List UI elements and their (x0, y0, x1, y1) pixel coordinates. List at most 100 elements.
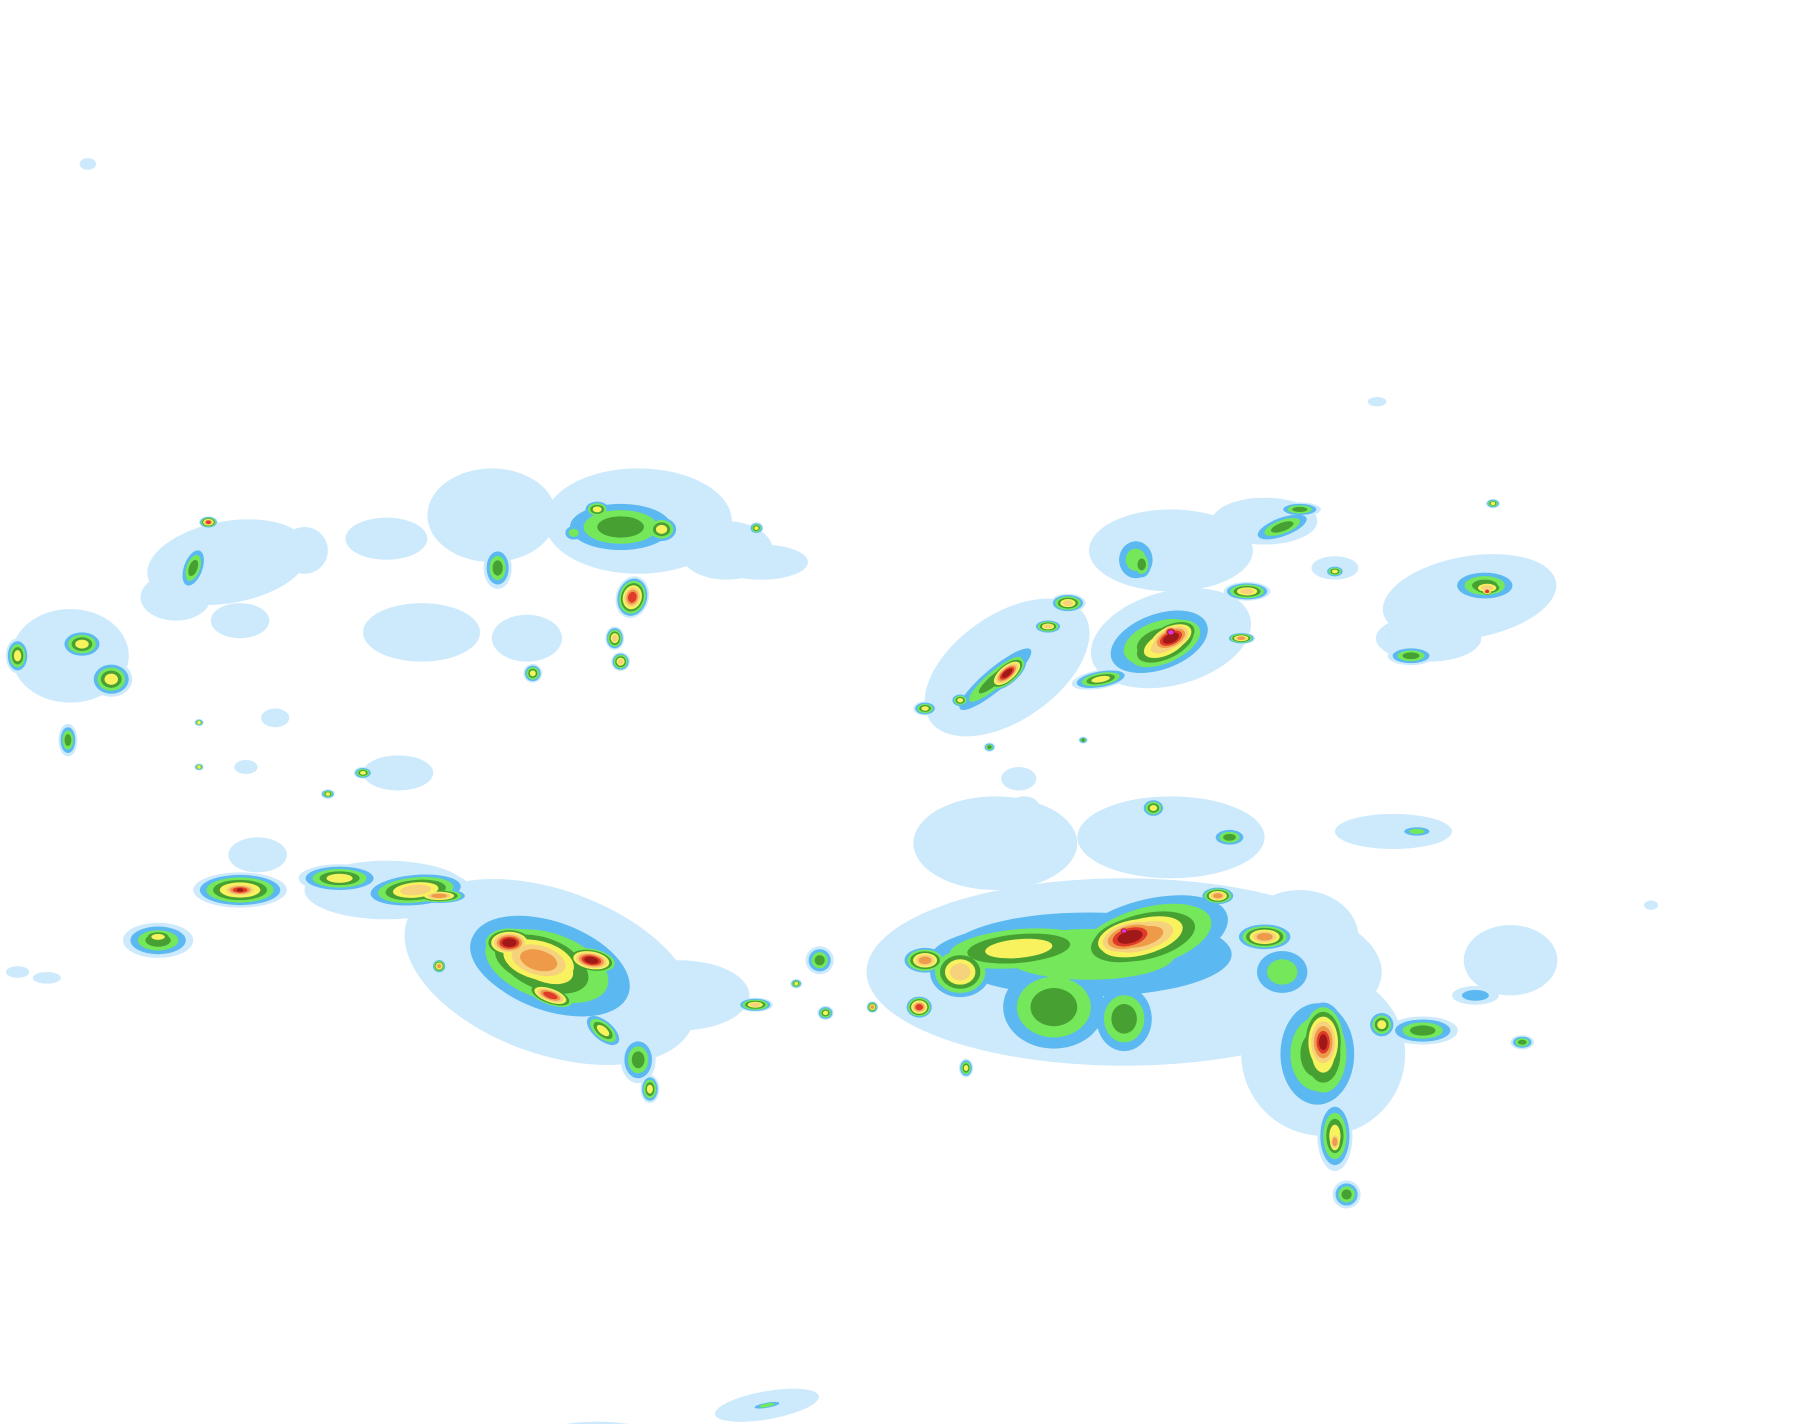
precip-level-3-cell (1081, 738, 1085, 742)
precip-level-4-cell (197, 765, 201, 769)
precip-level-7-cell (206, 520, 211, 525)
precip-level-4-cell (13, 650, 22, 662)
precip-level-0-cell (1644, 900, 1659, 910)
precip-level-8-cell (502, 938, 517, 947)
precip-level-4-cell (921, 706, 929, 711)
precip-level-4-cell (104, 673, 118, 685)
precip-level-4-cell (963, 1065, 969, 1071)
precip-level-0-cell (79, 158, 97, 170)
precip-level-0-cell (714, 544, 808, 580)
precip-level-2-cell (1266, 959, 1298, 985)
precip-level-6-cell (870, 1005, 875, 1009)
precip-level-5-cell (1043, 624, 1053, 629)
precip-level-5-cell (949, 963, 971, 981)
precip-level-9-cell (1121, 929, 1127, 933)
precip-level-7-cell (543, 991, 558, 1000)
precip-level-0-cell (32, 971, 61, 984)
precip-level-3-cell (1341, 1189, 1352, 1200)
precip-level-3-cell (1518, 1039, 1527, 1045)
precip-level-4-cell (822, 1010, 829, 1016)
precip-level-0-cell (234, 760, 258, 775)
precip-level-5-cell (1480, 585, 1494, 591)
precip-level-4-cell (646, 1084, 653, 1094)
precip-level-8-cell (1001, 668, 1013, 678)
precip-level-4-cell (1490, 501, 1496, 506)
precip-level-5-cell (1062, 600, 1074, 606)
precip-level-3-cell (492, 560, 503, 576)
precip-level-0-cell (1367, 396, 1387, 407)
precip-level-6-cell (520, 949, 558, 972)
precip-level-3-cell (631, 1051, 645, 1069)
precip-level-5-cell (400, 884, 432, 896)
precip-level-3-cell (597, 516, 644, 538)
precip-level-4-cell (151, 933, 165, 940)
precip-level-0-cell (281, 526, 328, 574)
precip-level-3-cell (1409, 1025, 1436, 1036)
precip-level-0-cell (1463, 925, 1558, 996)
precip-level-7-cell (1485, 589, 1489, 594)
precip-level-5-cell (617, 658, 624, 665)
precip-level-3-cell (188, 559, 199, 577)
precip-level-0-cell (363, 603, 481, 662)
precip-level-4-cell (985, 938, 1053, 959)
precip-level-0-cell (491, 614, 563, 662)
precip-level-3-cell (1402, 652, 1420, 660)
precip-level-4-cell (1377, 1020, 1387, 1030)
precip-level-6-cell (1256, 933, 1273, 941)
precip-level-0-cell (566, 1421, 629, 1424)
precip-level-4-cell (655, 524, 668, 534)
precip-level-4-cell (325, 792, 331, 796)
precipitation-cells (5, 158, 1659, 1424)
precip-level-0-cell (140, 573, 211, 621)
precip-level-2-cell (568, 528, 579, 537)
precip-level-2-cell (759, 1403, 775, 1408)
precip-level-3-cell (64, 734, 72, 747)
precip-level-8-cell (1318, 1034, 1328, 1051)
precip-level-3-cell (1292, 506, 1308, 512)
precip-level-4-cell (326, 873, 353, 883)
precip-level-0-cell (913, 796, 1078, 890)
precip-level-0-cell (1001, 767, 1037, 791)
precip-level-4-cell (1149, 805, 1158, 812)
precip-level-4-cell (592, 506, 602, 513)
precip-level-1-cell (1461, 990, 1489, 1001)
precip-level-3-cell (1223, 833, 1236, 841)
precip-level-2-cell (1409, 828, 1425, 834)
precip-level-0-cell (261, 708, 290, 728)
precip-level-3-cell (1137, 558, 1146, 571)
precip-level-8-cell (584, 956, 599, 964)
precip-level-8-cell (1117, 929, 1143, 944)
precip-level-8-cell (1162, 632, 1179, 644)
precip-level-9-cell (1168, 630, 1174, 635)
precip-level-7-cell (915, 1004, 923, 1011)
precip-level-6-cell (437, 964, 442, 969)
precip-level-0-cell (210, 603, 270, 639)
precip-level-6-cell (1213, 893, 1223, 899)
precip-level-3-cell (814, 955, 825, 966)
precip-level-4-cell (957, 698, 964, 703)
precip-level-6-cell (1332, 1137, 1338, 1147)
precip-level-5-cell (612, 634, 618, 642)
precip-level-3-cell (1030, 988, 1078, 1027)
precip-level-6-cell (1237, 636, 1246, 640)
precip-level-4-cell (197, 720, 201, 725)
precip-level-0-cell (1334, 813, 1452, 850)
precip-level-4-cell (1091, 675, 1110, 683)
precip-level-4-cell (596, 1024, 610, 1037)
precip-level-5-cell (750, 1002, 761, 1007)
precip-level-4-cell (1331, 569, 1338, 574)
precip-level-4-cell (754, 526, 759, 531)
precip-level-0-cell (608, 960, 750, 1031)
precip-level-7-cell (628, 591, 637, 603)
precip-level-4-cell (529, 670, 536, 677)
precip-level-6-cell (431, 893, 448, 899)
precip-level-8-cell (236, 888, 244, 892)
precip-level-6-cell (918, 956, 932, 965)
precip-level-0-cell (363, 755, 434, 791)
precip-level-0-cell (345, 517, 428, 560)
precip-level-3-cell (1111, 1003, 1137, 1034)
precip-level-5-cell (1240, 588, 1254, 595)
precip-level-0-cell (5, 966, 30, 978)
precip-level-4-cell (794, 981, 799, 986)
